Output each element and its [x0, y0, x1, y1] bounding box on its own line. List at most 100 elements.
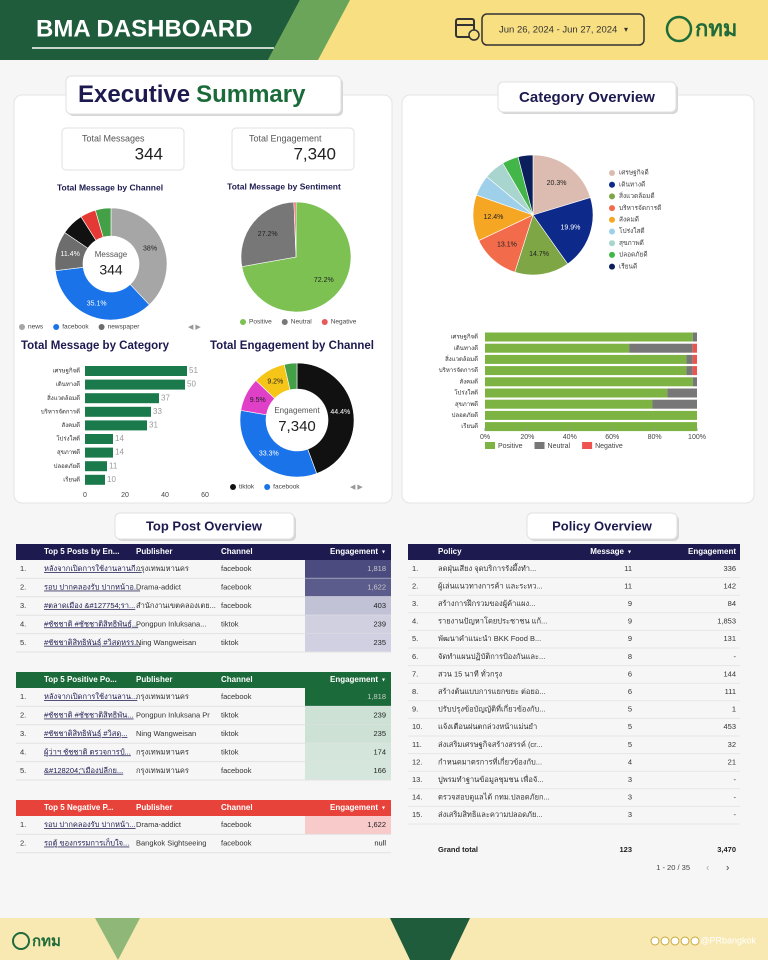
heat-cell [305, 578, 391, 597]
table-cell: 13. [412, 775, 422, 784]
table-cell: กรุงเทพมหานคร [136, 747, 189, 756]
legend-swatch [582, 442, 593, 449]
table-cell: facebook [221, 766, 252, 775]
table-cell: - [734, 810, 737, 819]
table-cell: พัฒนาคำแนะนำ BKK Food B... [438, 634, 541, 643]
slice-label: 33.3% [259, 451, 279, 458]
legend-dot [609, 263, 615, 270]
table-cell: 2. [412, 581, 418, 590]
bar [85, 406, 151, 417]
table-cell: facebook [221, 839, 252, 848]
bar-segment [667, 388, 697, 398]
table-cell: 4. [20, 747, 26, 756]
header-logo: กทม [695, 16, 737, 41]
heat-cell [305, 816, 391, 835]
legend-dot [53, 324, 60, 330]
executive-title: Executive Summary [78, 81, 306, 108]
table-cell: ผู้เล่นแนวทางการค้า และระหว... [438, 581, 543, 590]
column-header: Top 5 Positive Po... [44, 675, 117, 684]
page-prev[interactable]: ‹ [706, 863, 709, 874]
legend-label: บริหารจัดการดี [619, 204, 661, 212]
table-cell: 84 [728, 599, 736, 608]
kpi-card [231, 127, 355, 171]
engagement-cell: 235 [373, 729, 386, 738]
column-header: Engagement [330, 547, 378, 556]
date-range[interactable]: Jun 26, 2024 - Jun 27, 2024 [499, 25, 617, 36]
table-header [16, 800, 391, 816]
table-cell: สวน 15 นาที ทั่วกรุง [438, 668, 503, 678]
table-cell: - [734, 652, 737, 661]
column-header: Channel [221, 675, 253, 684]
table-cell: กรุงเทพมหานคร [136, 692, 189, 701]
table-cell: facebook [221, 692, 252, 701]
slice [283, 362, 298, 391]
table-cell: tiktok [221, 619, 239, 628]
legend-dot [98, 324, 105, 330]
date-picker[interactable] [481, 13, 645, 46]
bar-value: 37 [161, 393, 170, 402]
bar-value: 10 [107, 475, 116, 484]
legend-swatch [485, 442, 495, 449]
category-label: เศรษฐกิจดี [451, 333, 478, 341]
table-cell: tiktok [221, 747, 239, 756]
table-cell: - [734, 793, 737, 802]
heat-cell [305, 633, 391, 652]
table-cell: Bangkok Sightseeing [136, 839, 206, 848]
legend-label: เศรษฐกิจดี [619, 169, 649, 177]
legend-label: สิ่งแวดล้อมดี [619, 191, 655, 200]
title-box [65, 75, 342, 115]
sort-icon: ▾ [382, 550, 385, 556]
bar-segment [485, 388, 668, 398]
slice-label: 11.4% [61, 251, 80, 258]
bar-segment [485, 354, 687, 364]
table-cell: 3. [412, 599, 418, 608]
table-cell: 1. [20, 564, 26, 573]
engagement-cell: 1,818 [367, 564, 386, 573]
table-cell: ตรวจสอบดูแลได้ กทม.ปลอดภัยก... [438, 793, 550, 802]
social-icons [650, 936, 700, 946]
table-cell: สร้างต้นแบบการแยกขยะ ต่อยอ... [438, 687, 546, 696]
table-cell: Pongpun Inluksana Pr [136, 711, 210, 720]
engagement-cell: 1,818 [367, 692, 386, 701]
footer-handle: @PRbangkok [700, 935, 756, 945]
category-label: สังคมดี [62, 421, 81, 429]
x-tick-label: 20 [121, 492, 129, 499]
table-cell: tiktok [221, 729, 239, 738]
bar-segment [629, 343, 693, 353]
category-label: สังคมดี [460, 377, 479, 385]
category-label: บริหารจัดการดี [41, 407, 80, 415]
legend-dot [230, 484, 236, 490]
title-box [497, 81, 677, 113]
slice [293, 201, 297, 258]
table-cell: tiktok [221, 638, 239, 647]
page-next[interactable]: › [726, 863, 729, 874]
legend-dot [240, 319, 246, 325]
x-tick-label: 80% [648, 434, 662, 441]
bar-value: 31 [149, 421, 158, 430]
slice [110, 207, 168, 306]
dropdown-icon[interactable]: ▾ [624, 25, 628, 34]
table-cell: ผู้ว่าฯ ชัชชาติ ตรวจการป์... [44, 747, 131, 756]
table-header [408, 544, 740, 560]
slice [55, 267, 150, 321]
table-cell: หลังจากเปิดการใช้งานลานกี... [44, 564, 142, 573]
section-title: Top Post Overview [146, 518, 263, 533]
table-cell: ปรับปรุงข้อบัญญัติที่เกี่ยวข้องกับ... [438, 704, 546, 714]
table-cell: 10. [412, 722, 422, 731]
legend-pager: ◀ ▶ [188, 324, 201, 331]
x-tick-label: 40% [563, 434, 577, 441]
legend-label: โปร่งใสดี [619, 227, 645, 235]
legend-dot [19, 324, 25, 330]
bar [85, 461, 107, 472]
section-title: Policy Overview [552, 518, 653, 533]
table-cell: กำหนดมาตรการที่เกี่ยวข้องกับ... [438, 756, 542, 766]
bar [85, 474, 105, 485]
table-cell: 3 [628, 775, 632, 784]
heat-cell [305, 706, 391, 725]
legend-dot [609, 216, 615, 223]
legend-label: สุขภาพดี [619, 239, 644, 247]
table-cell: ส่งเสริมสิทธิและความปลอดภัย... [438, 810, 543, 819]
table-cell: facebook [221, 820, 252, 829]
slice [296, 362, 355, 474]
chart-title: Total Message by Sentiment [227, 181, 341, 191]
